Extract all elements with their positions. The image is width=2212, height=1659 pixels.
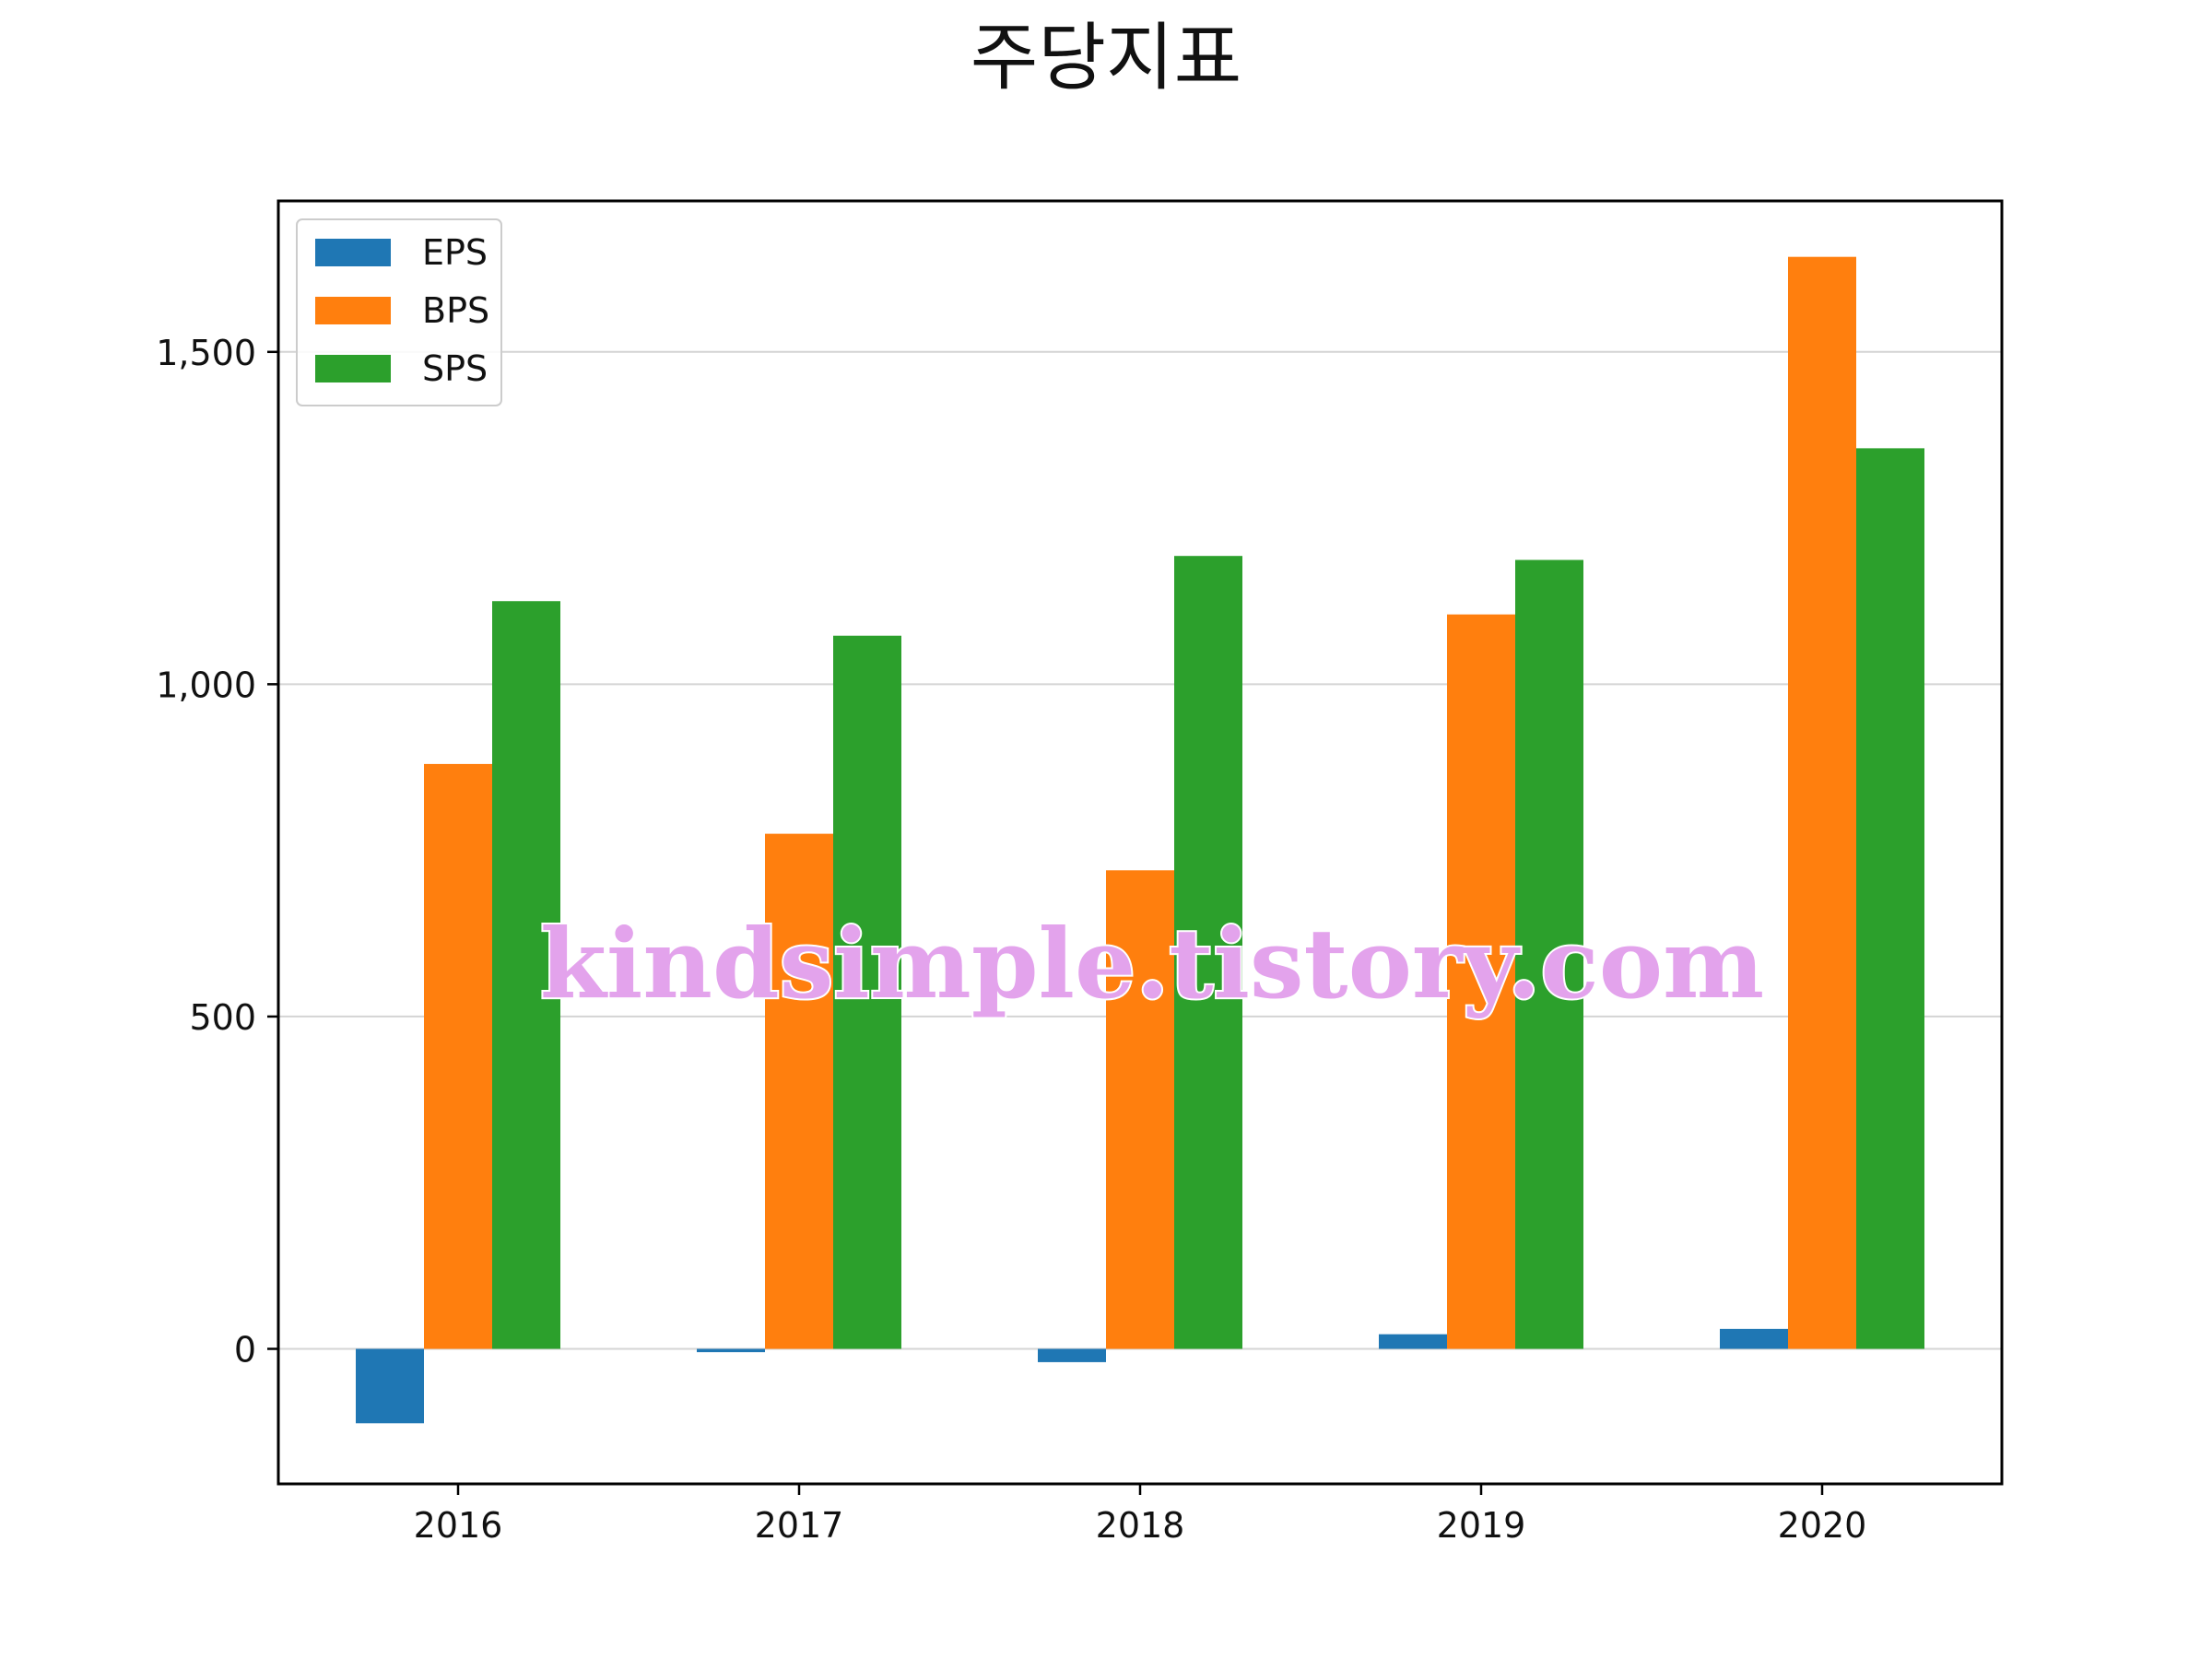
x-tick-label: 2018: [1096, 1505, 1185, 1546]
legend-label-bps: BPS: [422, 290, 489, 331]
legend-swatch-bps: [315, 297, 391, 324]
bar-bps-2019: [1447, 614, 1515, 1349]
y-tick-label: 1,500: [156, 333, 256, 373]
bar-eps-2019: [1379, 1334, 1447, 1349]
bar-sps-2017: [833, 635, 901, 1349]
legend: EPS BPS SPS: [296, 218, 502, 406]
x-tick-label: 2020: [1778, 1505, 1867, 1546]
bar-bps-2017: [765, 833, 833, 1349]
chart-title: 주당지표: [971, 15, 1241, 100]
x-tick-label: 2019: [1437, 1505, 1526, 1546]
bar-bps-2020: [1788, 256, 1856, 1349]
bars: [356, 256, 1924, 1424]
watermark-text: kindsimple.tistory.com: [540, 907, 1764, 1020]
bar-eps-2017: [697, 1348, 765, 1353]
x-axis: 2016 2017 2018 2019 2020: [414, 1484, 1867, 1546]
x-tick-label: 2017: [755, 1505, 844, 1546]
bar-sps-2020: [1856, 448, 1924, 1349]
legend-label-sps: SPS: [422, 348, 488, 389]
bar-eps-2016: [356, 1348, 424, 1424]
legend-swatch-sps: [315, 355, 391, 382]
legend-label-eps: EPS: [422, 232, 488, 273]
legend-swatch-eps: [315, 239, 391, 266]
x-tick-label: 2016: [414, 1505, 503, 1546]
y-axis: 0 500 1,000 1,500: [156, 333, 278, 1371]
y-tick-label: 500: [189, 997, 256, 1038]
bar-sps-2016: [492, 601, 560, 1349]
bar-sps-2018: [1174, 556, 1242, 1349]
bar-bps-2016: [424, 763, 492, 1349]
y-tick-label: 0: [234, 1330, 256, 1371]
bar-eps-2020: [1720, 1328, 1788, 1349]
bar-sps-2019: [1515, 559, 1583, 1349]
bar-bps-2018: [1106, 870, 1174, 1349]
y-tick-label: 1,000: [156, 665, 256, 705]
bar-eps-2018: [1038, 1348, 1106, 1362]
